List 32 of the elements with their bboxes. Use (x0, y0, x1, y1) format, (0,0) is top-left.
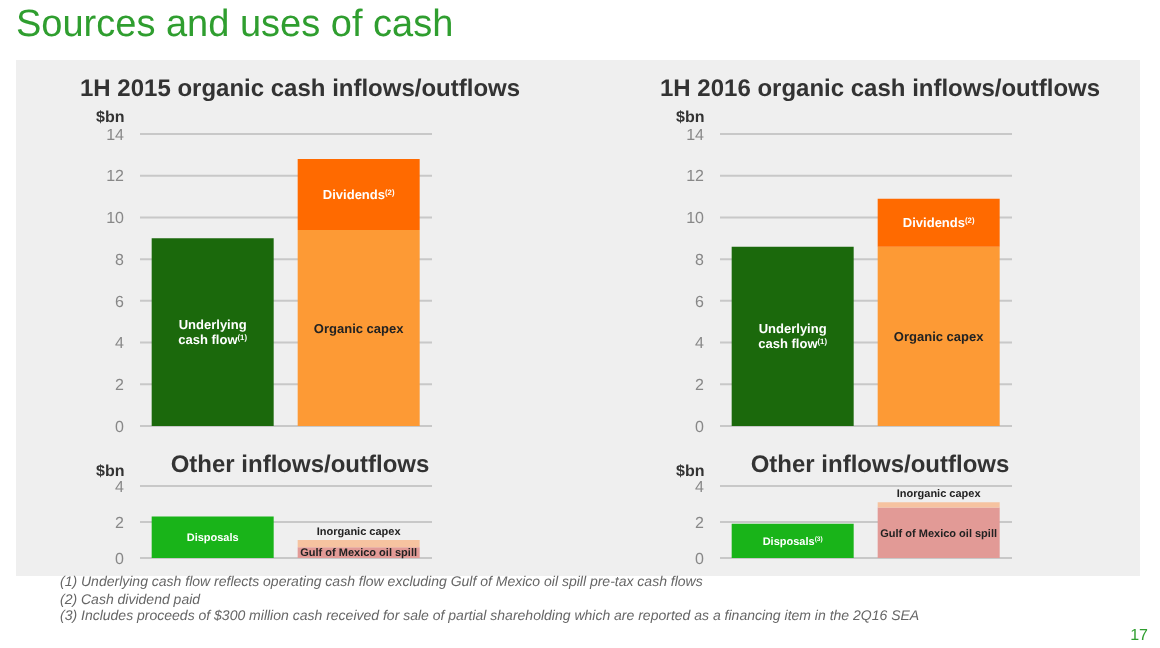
y-tick-label: 8 (695, 250, 706, 269)
chart-title: Sources and uses of cash (16, 4, 454, 48)
y-tick-label: 6 (115, 292, 126, 311)
y-tick-label: 10 (686, 209, 706, 228)
y-tick-label: 0 (115, 549, 126, 568)
y-tick-label: 4 (695, 477, 706, 496)
y-tick-label: 4 (115, 334, 126, 353)
y-axis-title: $bn (96, 462, 125, 480)
y-tick-label: 12 (686, 167, 706, 186)
chart-title: Other inflows/outflows (750, 450, 1010, 478)
y-tick-label: 14 (106, 125, 126, 144)
y-axis-title: $bn (96, 108, 125, 126)
y-tick-label: 8 (115, 250, 126, 269)
y-tick-label: 2 (115, 513, 126, 532)
y-tick-label: 4 (695, 334, 706, 353)
y-tick-label: 10 (106, 209, 126, 228)
y-tick-label: 2 (695, 513, 706, 532)
y-tick-label: 0 (115, 417, 126, 436)
y-tick-label: 12 (106, 167, 126, 186)
y-tick-label: 14 (686, 125, 706, 144)
chart-title: Other inflows/outflows (170, 450, 430, 478)
y-axis-title: $bn (676, 108, 705, 126)
y-tick-label: 6 (695, 292, 706, 311)
y-tick-label: 4 (115, 477, 126, 496)
y-tick-label: 0 (695, 417, 706, 436)
y-axis-title: $bn (676, 462, 705, 480)
text: 17 (1130, 626, 1148, 644)
y-tick-label: 0 (695, 549, 706, 568)
chart-title: 1H 2016 organic cash inflows/outflows (660, 74, 1101, 102)
chart-subtitle: 1H 2015 organic cash inflows/outflows (80, 74, 521, 102)
y-tick-label: 2 (695, 375, 706, 394)
y-tick-label: 2 (115, 375, 126, 394)
